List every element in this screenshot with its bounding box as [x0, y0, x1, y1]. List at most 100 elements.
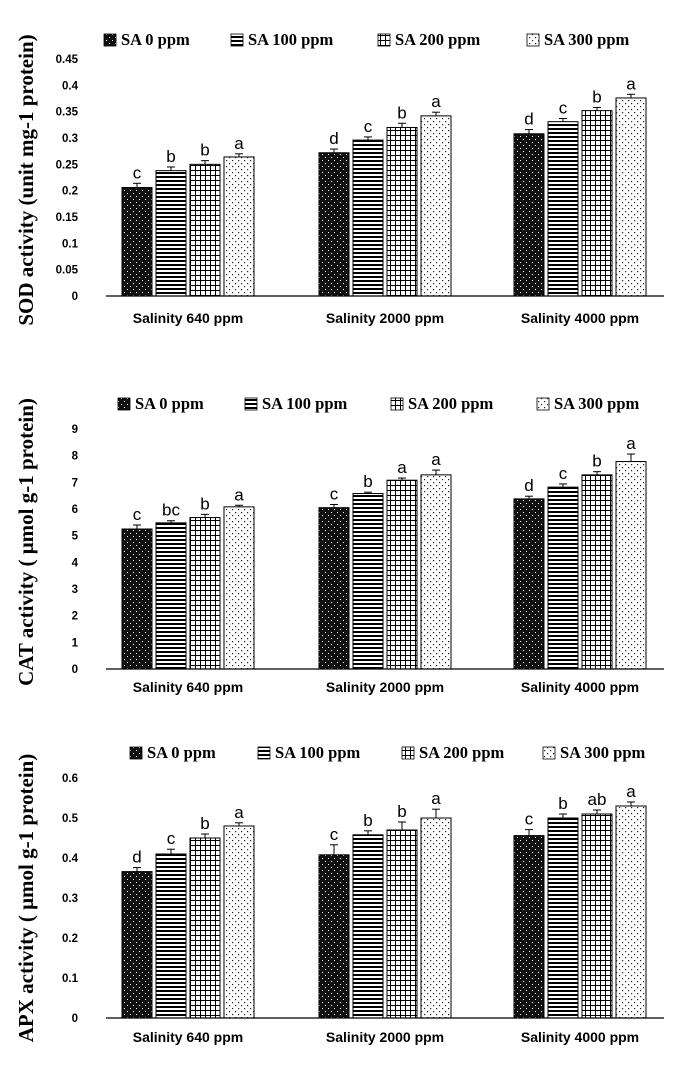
significance-letter: a	[626, 434, 636, 453]
y-tick-label: 8	[72, 451, 79, 463]
legend-label: SA 200 ppm	[419, 743, 505, 762]
category-label: Salinity 2000 ppm	[326, 679, 444, 695]
significance-letter: a	[234, 134, 244, 153]
legend-swatch	[536, 397, 550, 411]
sod-chart: SOD activity (unit mg-1 protein) SA 0 pp…	[14, 30, 664, 326]
category-label: Salinity 4000 ppm	[521, 679, 639, 695]
sod-bars: c b b a d c b a d c b a	[121, 74, 647, 297]
y-tick-label: 0.4	[62, 853, 79, 865]
bar	[155, 522, 187, 670]
bar	[615, 461, 647, 670]
significance-letter: c	[525, 810, 534, 829]
legend-swatch	[103, 33, 117, 47]
sod-categories: Salinity 640 ppm Salinity 2000 ppm Salinit…	[133, 310, 639, 326]
y-tick-label: 0.4	[62, 80, 79, 92]
significance-letter: d	[524, 110, 533, 129]
category-label: Salinity 4000 ppm	[521, 310, 639, 326]
bar	[386, 126, 418, 297]
significance-letter: b	[200, 494, 209, 513]
bar	[547, 486, 579, 670]
bar	[121, 528, 153, 670]
y-tick-label: 0	[72, 664, 78, 676]
apx-chart: APX activity ( μmol g-1 protein) SA 0 pp…	[14, 743, 664, 1045]
legend-label: SA 200 ppm	[408, 394, 494, 413]
y-tick-label: 0	[72, 1013, 78, 1025]
sod-y-ticks: 0 0.05 0.1 0.15 0.2 0.25 0.3 0.35 0.4 0.45	[56, 54, 79, 303]
y-tick-label: 0.6	[62, 773, 78, 785]
y-tick-label: 5	[72, 531, 79, 543]
legend-swatch	[390, 397, 404, 411]
legend-label: SA 100 ppm	[275, 743, 361, 762]
legend-swatch	[257, 746, 271, 760]
significance-letter: b	[558, 794, 567, 813]
significance-letter: b	[363, 811, 372, 830]
legend-label: SA 300 ppm	[560, 743, 646, 762]
y-tick-label: 0.25	[56, 159, 79, 171]
bar	[420, 115, 452, 297]
significance-letter: a	[431, 92, 441, 111]
y-tick-label: 0.15	[56, 212, 79, 224]
cat-bars: c bc b a c b a a d c b a	[121, 434, 647, 670]
y-tick-label: 7	[72, 477, 78, 489]
significance-letter: d	[132, 848, 141, 867]
significance-letter: c	[330, 484, 339, 503]
apx-legend: SA 0 ppm SA 100 ppm SA 200 ppm SA 300 ppm	[129, 743, 646, 762]
bar	[223, 506, 255, 670]
legend-label: SA 100 ppm	[248, 30, 334, 49]
legend-swatch	[244, 397, 258, 411]
category-label: Salinity 2000 ppm	[326, 1029, 444, 1045]
bar	[581, 110, 613, 297]
cat-chart: CAT activity ( μmol g-1 protein) SA 0 pp…	[14, 394, 664, 695]
bar	[189, 163, 221, 297]
bar	[386, 479, 418, 670]
bar	[581, 813, 613, 1019]
y-tick-label: 0.1	[62, 973, 79, 985]
category-label: Salinity 2000 ppm	[326, 310, 444, 326]
apx-categories: Salinity 640 ppm Salinity 2000 ppm Salinit…	[133, 1029, 639, 1045]
legend-swatch	[542, 746, 556, 760]
significance-letter: a	[397, 458, 407, 477]
bar	[121, 871, 153, 1019]
y-tick-label: 0.3	[62, 893, 78, 905]
significance-letter: c	[167, 829, 176, 848]
significance-letter: d	[524, 476, 533, 495]
bar	[615, 805, 647, 1019]
bar	[420, 474, 452, 670]
category-label: Salinity 640 ppm	[133, 310, 243, 326]
sod-legend: SA 0 ppm SA 100 ppm SA 200 ppm SA 300 ppm	[103, 30, 630, 49]
apx-y-axis-label: APX activity ( μmol g-1 protein)	[14, 754, 38, 1043]
y-tick-label: 9	[72, 424, 78, 436]
bar	[581, 474, 613, 670]
y-tick-label: 0.35	[56, 107, 79, 119]
bar	[513, 133, 545, 297]
significance-letter: a	[431, 450, 441, 469]
y-tick-label: 0.05	[56, 265, 79, 277]
bar	[318, 507, 350, 670]
significance-letter: b	[200, 141, 209, 160]
bar	[547, 121, 579, 297]
significance-letter: d	[329, 129, 338, 148]
significance-letter: b	[397, 802, 406, 821]
y-tick-label: 0.2	[62, 186, 78, 198]
significance-letter: c	[559, 464, 568, 483]
bar	[155, 853, 187, 1019]
significance-letter: b	[397, 103, 406, 122]
legend-label: SA 300 ppm	[554, 394, 640, 413]
category-label: Salinity 4000 ppm	[521, 1029, 639, 1045]
cat-categories: Salinity 640 ppm Salinity 2000 ppm Salinit…	[133, 679, 639, 695]
legend-swatch	[129, 746, 143, 760]
legend-label: SA 0 ppm	[135, 394, 204, 413]
y-tick-label: 0.3	[62, 133, 78, 145]
significance-letter: b	[363, 472, 372, 491]
bar	[318, 152, 350, 297]
bar	[547, 817, 579, 1019]
y-tick-label: 0	[72, 291, 78, 303]
y-tick-label: 4	[72, 557, 79, 569]
legend-label: SA 300 ppm	[544, 30, 630, 49]
category-label: Salinity 640 ppm	[133, 1029, 243, 1045]
legend-swatch	[230, 33, 244, 47]
legend-label: SA 0 ppm	[121, 30, 190, 49]
y-tick-label: 0.2	[62, 933, 78, 945]
significance-letter: bc	[162, 501, 180, 520]
